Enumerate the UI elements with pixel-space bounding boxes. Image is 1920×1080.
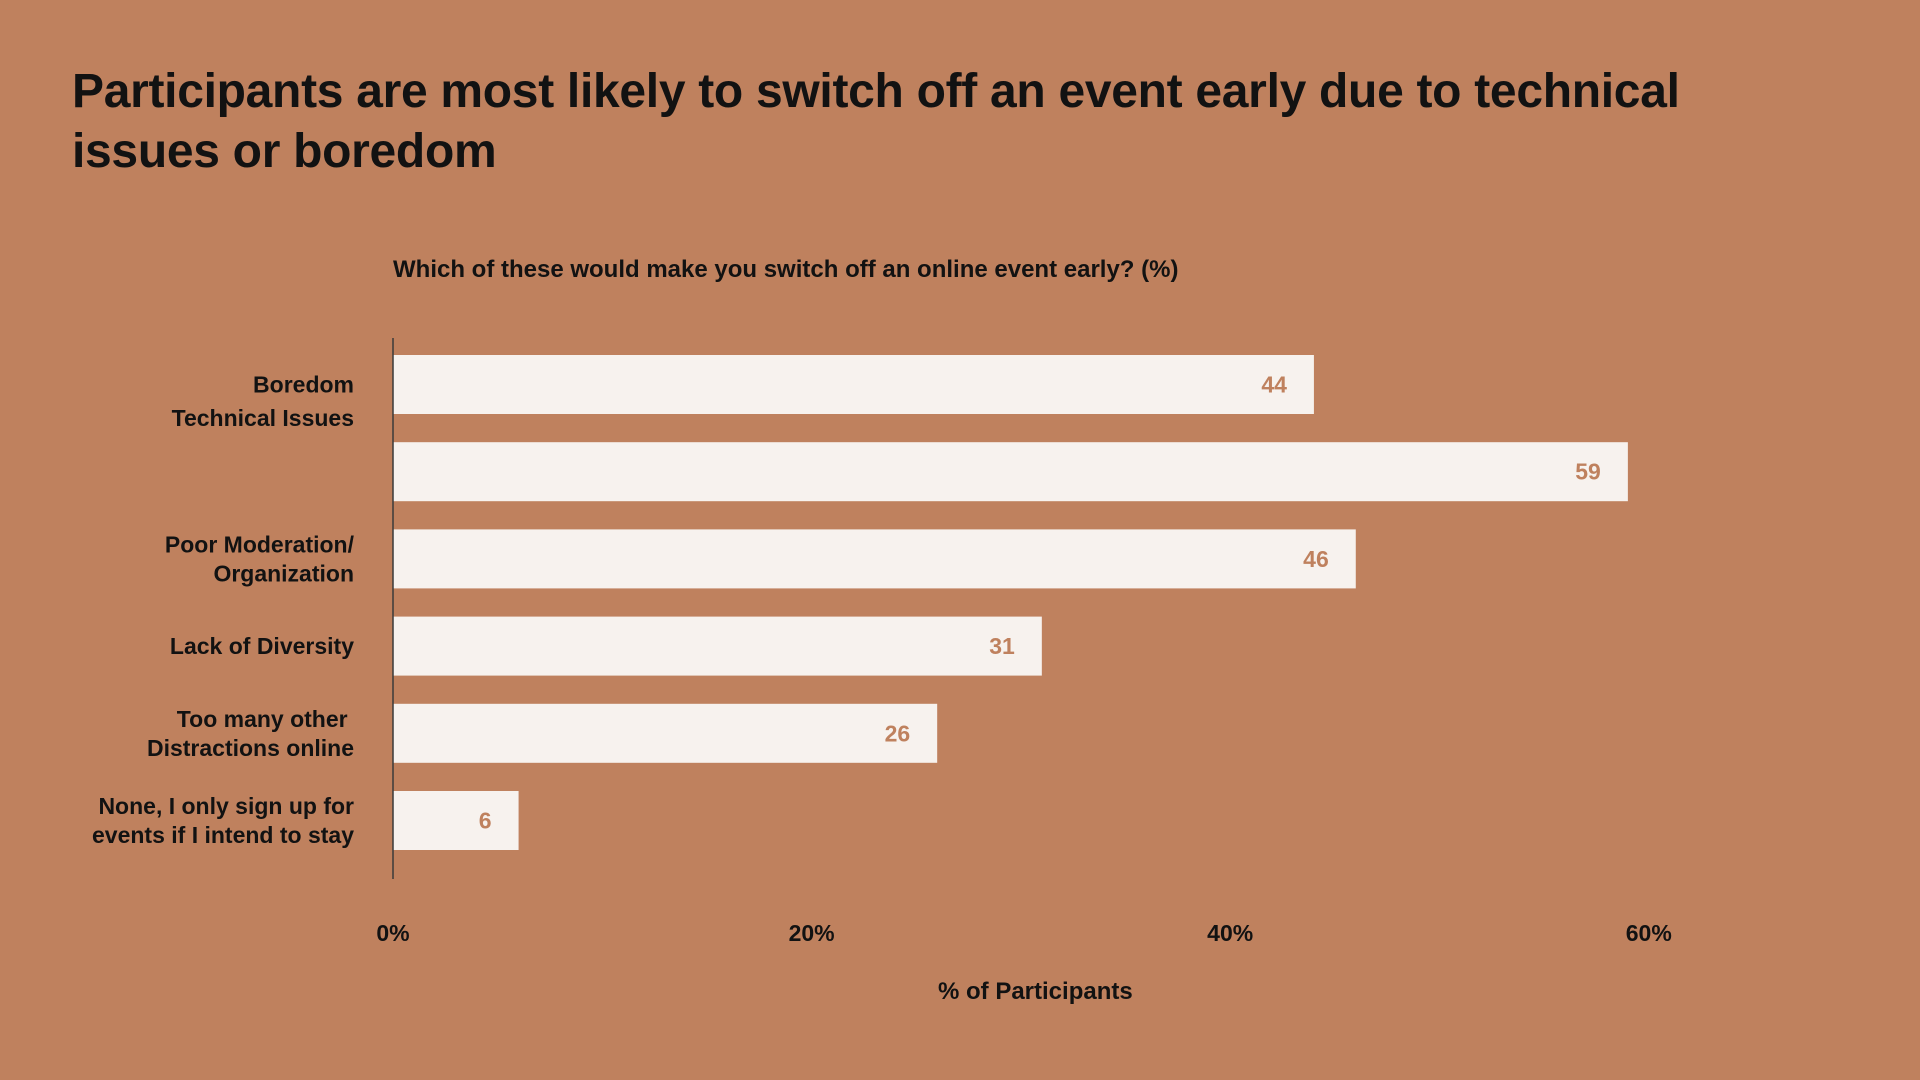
- category-label: Lack of Diversity: [170, 633, 354, 659]
- bar: [393, 616, 1042, 676]
- bar: [393, 355, 1314, 414]
- bar-value-label: 59: [1575, 459, 1601, 485]
- bar: [393, 442, 1628, 502]
- bar: [393, 791, 519, 850]
- x-tick-label: 60%: [1626, 920, 1672, 946]
- bar-value-label: 31: [989, 633, 1015, 659]
- chart-subtitle: Which of these would make you switch off…: [393, 256, 1179, 283]
- page-title: Participants are most likely to switch o…: [72, 65, 1680, 178]
- x-tick-label: 0%: [376, 920, 409, 946]
- bar-value-label: 26: [885, 720, 911, 746]
- category-label: Technical Issues: [172, 405, 354, 431]
- bar-value-label: 44: [1261, 372, 1287, 398]
- bar-value-label: 6: [479, 808, 492, 834]
- bar: [393, 703, 938, 763]
- bar: [393, 529, 1356, 589]
- category-label: Too many other Distractions online: [147, 706, 354, 761]
- x-axis-label: % of Participants: [938, 978, 1133, 1005]
- x-tick-label: 40%: [1207, 920, 1253, 946]
- category-label: None, I only sign up for events if I inte…: [92, 793, 354, 848]
- category-label: Poor Moderation/Organization: [165, 531, 355, 586]
- bar-value-label: 46: [1303, 546, 1329, 572]
- x-tick-label: 20%: [789, 920, 835, 946]
- category-label: Boredom: [253, 372, 354, 398]
